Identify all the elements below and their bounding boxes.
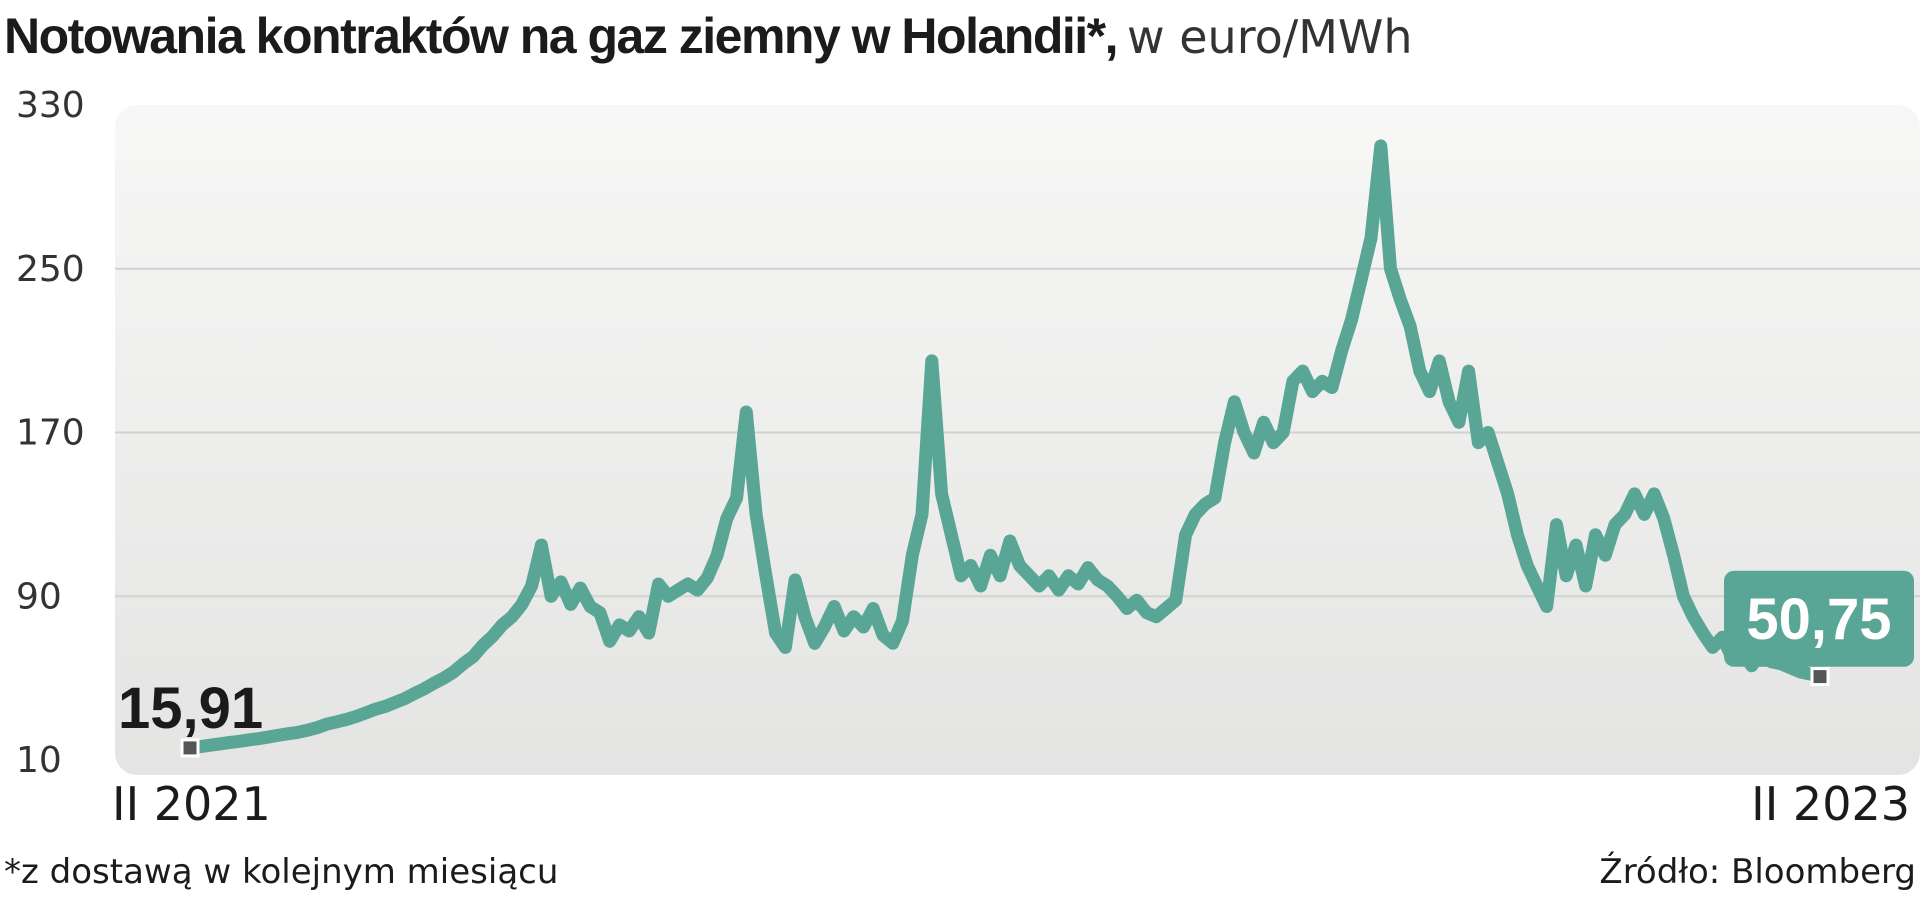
- y-tick-label: 250: [16, 249, 85, 290]
- start-value-label: 15,91: [118, 676, 263, 741]
- value-labels: 15,91 50,75: [118, 570, 1914, 741]
- end-value-badge: [1724, 570, 1914, 667]
- y-tick-label: 90: [16, 576, 62, 617]
- chart-svg: 330 250 170 90 10 II 2021 II 2023 15,91 50,75: [16, 85, 1920, 831]
- footnote: *z dostawą w kolejnym miesiącu: [4, 852, 559, 892]
- chart-title-row: Notowania kontraktów na gaz ziemny w Hol…: [4, 6, 1904, 66]
- chart-subtitle: w euro/MWh: [1127, 10, 1413, 64]
- y-tick-label: 170: [16, 413, 85, 454]
- series-line: [183, 139, 1827, 755]
- y-tick-label: 10: [16, 740, 62, 781]
- x-tick-label-end: II 2023: [1751, 777, 1910, 831]
- x-tick-label-start: II 2021: [112, 777, 271, 831]
- grid-lines: [115, 267, 1920, 598]
- series-layer: [180, 139, 1830, 758]
- chart-title: Notowania kontraktów na gaz ziemny w Hol…: [4, 8, 1119, 64]
- y-axis: 330 250 170 90 10: [16, 85, 85, 781]
- end-point-marker: [1810, 667, 1830, 687]
- source-note: Źródło: Bloomberg: [1599, 852, 1916, 892]
- start-point-marker: [180, 738, 200, 758]
- y-tick-label: 330: [16, 85, 85, 126]
- end-value-label: 50,75: [1746, 587, 1891, 652]
- x-axis: II 2021 II 2023: [112, 777, 1910, 831]
- plot-background: [115, 105, 1920, 775]
